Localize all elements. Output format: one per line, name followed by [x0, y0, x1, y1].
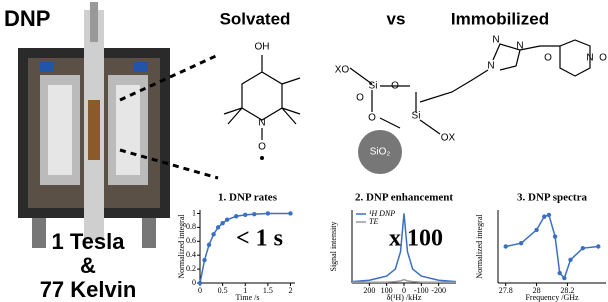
- x-tick-label: 0: [198, 286, 202, 295]
- point: [220, 221, 224, 225]
- atom: N: [487, 61, 494, 72]
- legend-label: TE: [369, 217, 378, 226]
- point: [568, 258, 572, 262]
- atom: Si: [369, 81, 378, 92]
- atom: N: [492, 35, 499, 46]
- point: [234, 214, 238, 218]
- point: [562, 276, 566, 280]
- atom: N: [586, 53, 593, 64]
- x-tick-label: 28: [533, 286, 541, 295]
- x-tick-label: 1.5: [263, 286, 273, 295]
- atom: OX: [441, 133, 456, 144]
- x-tick-label: -200: [431, 286, 446, 295]
- graphical-abstract: DNP Solvated vs Immobilized 1 Tesla & 77…: [0, 0, 608, 302]
- point: [252, 212, 256, 216]
- immobilized-structure: XO Si O O O Si OX SiO₂ N N N O N O: [335, 35, 607, 174]
- atom: Si: [412, 111, 421, 122]
- atom: O: [258, 142, 266, 153]
- atom: O: [544, 53, 552, 64]
- y-tick-label: 1: [192, 208, 196, 217]
- x-tick-label: 0: [402, 286, 406, 295]
- panel-title: 1. DNP rates: [218, 192, 278, 204]
- versus: vs: [387, 9, 406, 28]
- x-axis-label: Time /s: [236, 293, 260, 302]
- point: [266, 211, 270, 215]
- condition: 77 Kelvin: [40, 277, 137, 302]
- atom: OH: [255, 42, 270, 53]
- atom: N: [516, 41, 523, 52]
- point: [547, 213, 551, 217]
- x-tick-label: 0.5: [218, 286, 228, 295]
- x-tick-label: 1: [243, 286, 247, 295]
- point: [534, 228, 538, 232]
- y-tick-label: 0.6: [186, 236, 196, 245]
- point: [553, 234, 557, 238]
- point: [207, 243, 211, 247]
- annotation: x 100: [389, 226, 443, 252]
- point: [581, 246, 585, 250]
- point: [504, 244, 508, 248]
- atom: O: [356, 93, 364, 104]
- condition: &: [80, 253, 96, 278]
- point: [216, 225, 220, 229]
- magnet-drawing: [18, 2, 170, 248]
- x-tick-label: 2: [288, 286, 292, 295]
- series-line: [506, 215, 599, 278]
- point: [519, 241, 523, 245]
- point: [211, 232, 215, 236]
- point: [202, 258, 206, 262]
- x-tick-label: 100: [381, 286, 393, 295]
- atom: SiO₂: [370, 147, 391, 158]
- immobilized: Immobilized: [451, 9, 549, 28]
- y-tick-label: 0.2: [186, 264, 196, 273]
- x-tick-label: 28.2: [560, 286, 574, 295]
- atom: XO: [335, 65, 350, 76]
- y-axis-label: Normalized integral: [475, 214, 484, 279]
- x-tick-label: 27.8: [499, 286, 513, 295]
- point: [288, 211, 292, 215]
- atom: O: [368, 113, 376, 124]
- y-tick-label: 0.8: [186, 222, 196, 231]
- atom: O: [599, 53, 607, 64]
- solvated: Solvated: [220, 9, 291, 28]
- panel-title: 3. DNP spectra: [517, 192, 587, 204]
- dnp-label: DNP: [4, 6, 50, 31]
- point: [198, 281, 202, 285]
- point: [596, 244, 600, 248]
- y-axis-label: Signal intensity: [329, 222, 338, 272]
- x-tick-label: 200: [363, 286, 375, 295]
- x-tick-label: -100: [414, 286, 429, 295]
- point: [243, 213, 247, 217]
- y-tick-label: 0.4: [186, 250, 196, 259]
- y-tick-label: 0: [192, 278, 196, 287]
- tempol: OH N O: [224, 42, 300, 160]
- point: [542, 214, 546, 218]
- condition: 1 Tesla: [52, 229, 126, 254]
- atom: N: [258, 118, 265, 129]
- y-axis-label: Normalized integral: [177, 214, 186, 279]
- atom: O: [391, 81, 399, 92]
- point: [225, 218, 229, 222]
- annotation: < 1 s: [236, 226, 283, 252]
- point: [558, 271, 562, 275]
- panel-title: 2. DNP enhancement: [355, 192, 453, 204]
